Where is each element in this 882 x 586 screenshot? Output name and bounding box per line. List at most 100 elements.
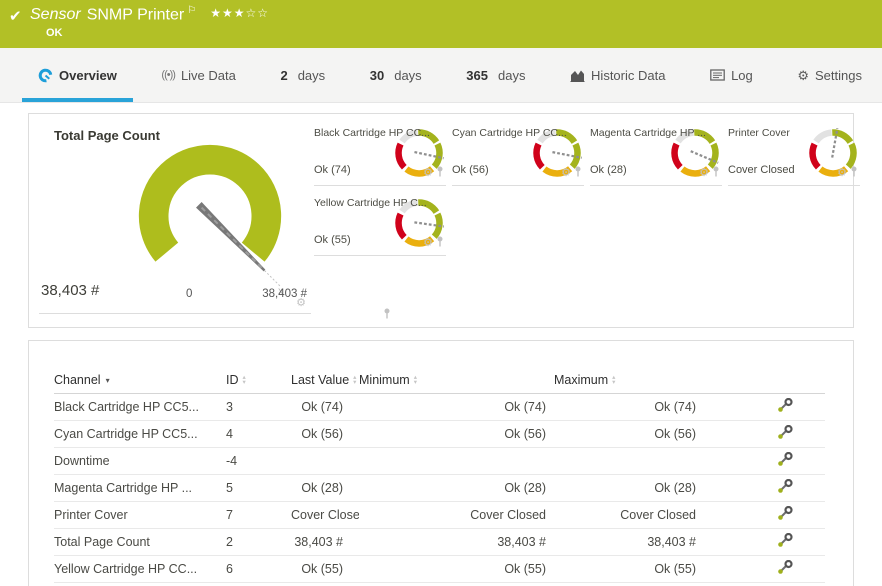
tab-30-days-number: 30: [370, 68, 384, 83]
column-header-maximum[interactable]: Maximum▴▾: [554, 367, 704, 393]
channel-link[interactable]: Printer Cover: [54, 508, 128, 522]
column-header-actions: [704, 367, 825, 393]
channel-settings-wrench-icon[interactable]: [777, 479, 793, 496]
channels-table: Channel▾ ID▴▾ Last Value▴▾ Minimum▴▾ Max…: [54, 367, 825, 583]
gauge-total-page-count[interactable]: Total Page Count x 38,403 # 0 38,403 # ⚙: [39, 122, 311, 314]
channel-settings-wrench-icon[interactable]: [777, 398, 793, 415]
gauge-title: Printer Cover: [728, 127, 790, 139]
table-row[interactable]: Black Cartridge HP CC5... 3 Ok (74) Ok (…: [54, 393, 825, 420]
tab-live-data[interactable]: ((•)) Live Data: [147, 48, 249, 102]
channel-maximum: [554, 447, 704, 474]
gauge-printer-cover[interactable]: Printer Cover Cover Closed ⚙: [728, 124, 860, 186]
table-row[interactable]: Printer Cover 7 Cover Closed Cover Close…: [54, 501, 825, 528]
gauge-title: Yellow Cartridge HP C...: [314, 197, 427, 209]
pin-icon[interactable]: [574, 164, 582, 182]
gauge-settings-gear-icon[interactable]: ⚙: [561, 168, 571, 179]
tab-overview-label: Overview: [59, 68, 117, 83]
column-header-id[interactable]: ID▴▾: [226, 367, 291, 393]
gauge-min-label: 0: [186, 288, 192, 300]
channel-link[interactable]: Cyan Cartridge HP CC5...: [54, 427, 198, 441]
tab-overview[interactable]: Overview: [24, 48, 131, 102]
tab-log[interactable]: Log: [696, 48, 767, 102]
sensor-title-prefix: Sensor: [30, 6, 81, 23]
pin-icon[interactable]: [712, 164, 720, 182]
channel-maximum: 38,403 #: [554, 528, 704, 555]
gauge-magenta-cartridge[interactable]: Magenta Cartridge HP ... Ok (28) ⚙: [590, 124, 722, 186]
channel-link[interactable]: Magenta Cartridge HP ...: [54, 481, 192, 495]
channel-id: 5: [226, 474, 291, 501]
channel-minimum: Cover Closed: [359, 501, 554, 528]
sensor-status-header: ✔ Sensor SNMP Printer⚐ ★★★☆☆ OK: [0, 0, 882, 48]
gauge-title: Black Cartridge HP CC...: [314, 127, 430, 139]
channel-id: 6: [226, 555, 291, 582]
overview-gauge-icon: [38, 68, 53, 83]
gauge-settings-gear-icon[interactable]: ⚙: [699, 168, 709, 179]
sort-desc-icon: ▾: [106, 376, 110, 385]
channel-link[interactable]: Black Cartridge HP CC5...: [54, 400, 199, 414]
sensor-name: SNMP Printer: [87, 6, 185, 23]
gauge-settings-gear-icon[interactable]: ⚙: [423, 238, 433, 249]
channel-last-value: [291, 447, 359, 474]
channel-settings-wrench-icon[interactable]: [777, 425, 793, 442]
channel-link[interactable]: Yellow Cartridge HP CC...: [54, 562, 197, 576]
channels-panel: Channel▾ ID▴▾ Last Value▴▾ Minimum▴▾ Max…: [28, 340, 854, 586]
channel-maximum: Cover Closed: [554, 501, 704, 528]
priority-stars[interactable]: ★★★☆☆: [210, 6, 269, 20]
column-header-minimum[interactable]: Minimum▴▾: [359, 367, 554, 393]
gauge-value: Ok (56): [452, 164, 489, 176]
tab-2-days[interactable]: 2 days: [266, 48, 339, 102]
gauge-black-cartridge[interactable]: Black Cartridge HP CC... Ok (74) ⚙: [314, 124, 446, 186]
gauge-title: Cyan Cartridge HP CC...: [452, 127, 567, 139]
channel-minimum: Ok (28): [359, 474, 554, 501]
tab-2-days-number: 2: [280, 68, 287, 83]
channel-link[interactable]: Total Page Count: [54, 535, 150, 549]
channel-settings-wrench-icon[interactable]: [777, 560, 793, 577]
channel-minimum: Ok (56): [359, 420, 554, 447]
pin-icon[interactable]: [436, 164, 444, 182]
gauge-value: Ok (55): [314, 234, 351, 246]
gauge-settings-gear-icon[interactable]: ⚙: [296, 298, 306, 309]
channel-last-value: Ok (55): [291, 555, 359, 582]
table-row[interactable]: Total Page Count 2 38,403 # 38,403 # 38,…: [54, 528, 825, 555]
table-row[interactable]: Magenta Cartridge HP ... 5 Ok (28) Ok (2…: [54, 474, 825, 501]
log-list-icon: [710, 69, 725, 81]
tab-log-label: Log: [731, 68, 753, 83]
tab-historic-data[interactable]: Historic Data: [556, 48, 679, 102]
priority-flag-icon[interactable]: ⚐: [187, 5, 196, 16]
column-header-last-value[interactable]: Last Value▴▾: [291, 367, 359, 393]
channel-link[interactable]: Downtime: [54, 454, 110, 468]
gauge-settings-gear-icon[interactable]: ⚙: [837, 168, 847, 179]
channel-last-value: Ok (56): [291, 420, 359, 447]
channel-settings-wrench-icon[interactable]: [777, 533, 793, 550]
table-header-row: Channel▾ ID▴▾ Last Value▴▾ Minimum▴▾ Max…: [54, 367, 825, 393]
table-row[interactable]: Downtime -4: [54, 447, 825, 474]
channel-maximum: Ok (74): [554, 393, 704, 420]
tab-30-days[interactable]: 30 days: [356, 48, 436, 102]
gauge-value: Ok (28): [590, 164, 627, 176]
channel-settings-wrench-icon[interactable]: [777, 452, 793, 469]
pin-icon[interactable]: [436, 234, 444, 252]
gauge-value: Ok (74): [314, 164, 351, 176]
sensor-title: Sensor SNMP Printer⚐ ★★★☆☆: [30, 5, 269, 24]
gear-icon: ⚙: [797, 69, 809, 82]
status-badge: OK: [46, 27, 63, 39]
tab-settings[interactable]: ⚙ Settings: [783, 48, 876, 102]
table-row[interactable]: Cyan Cartridge HP CC5... 4 Ok (56) Ok (5…: [54, 420, 825, 447]
channel-minimum: Ok (55): [359, 555, 554, 582]
table-row[interactable]: Yellow Cartridge HP CC... 6 Ok (55) Ok (…: [54, 555, 825, 582]
channel-minimum: Ok (74): [359, 393, 554, 420]
gauge-settings-gear-icon[interactable]: ⚙: [423, 168, 433, 179]
tab-365-days[interactable]: 365 days: [452, 48, 539, 102]
total-page-count-gauge-svg: x: [126, 132, 294, 300]
channel-maximum: Ok (56): [554, 420, 704, 447]
column-header-channel[interactable]: Channel▾: [54, 367, 226, 393]
tab-30-days-unit: days: [394, 68, 421, 83]
channel-maximum: Ok (28): [554, 474, 704, 501]
gauge-cyan-cartridge[interactable]: Cyan Cartridge HP CC... Ok (56) ⚙: [452, 124, 584, 186]
channel-id: 7: [226, 501, 291, 528]
prtg-sensor-page: ✔ Sensor SNMP Printer⚐ ★★★☆☆ OK Overview (…: [0, 0, 882, 586]
channel-settings-wrench-icon[interactable]: [777, 506, 793, 523]
pin-icon[interactable]: [850, 164, 858, 182]
gauge-yellow-cartridge[interactable]: Yellow Cartridge HP C... Ok (55) ⚙: [314, 194, 446, 256]
ok-check-icon: ✔: [9, 7, 22, 25]
